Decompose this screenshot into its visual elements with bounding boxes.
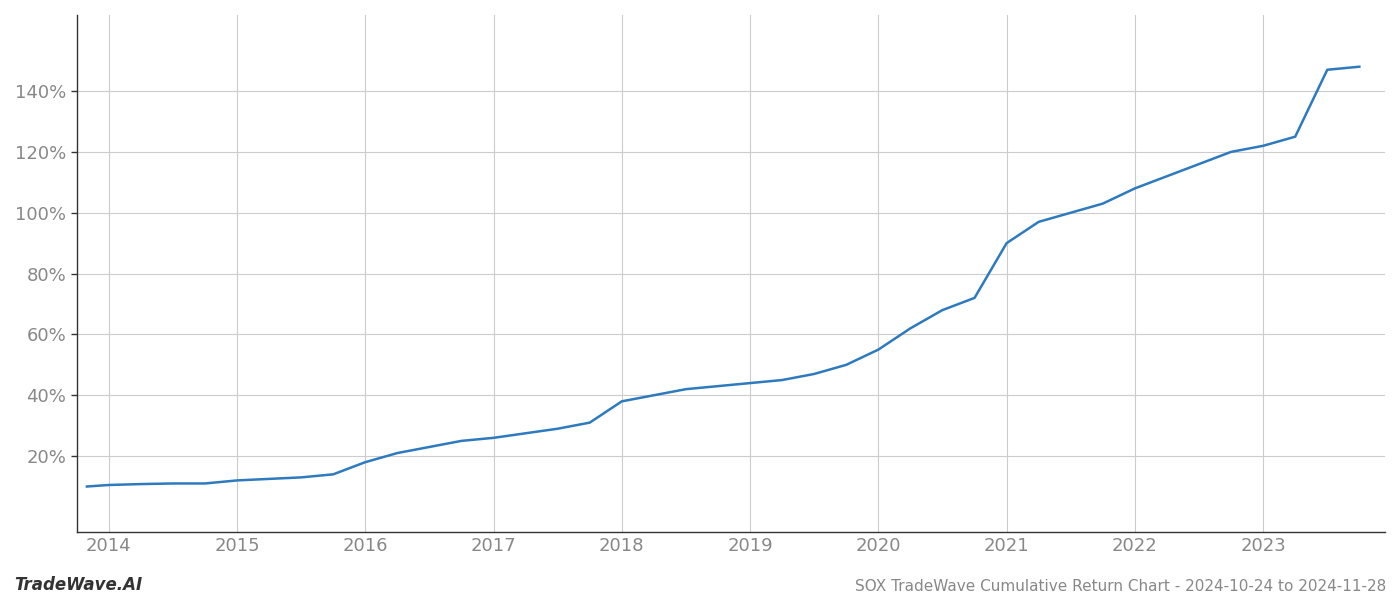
Text: SOX TradeWave Cumulative Return Chart - 2024-10-24 to 2024-11-28: SOX TradeWave Cumulative Return Chart - … xyxy=(855,579,1386,594)
Text: TradeWave.AI: TradeWave.AI xyxy=(14,576,143,594)
